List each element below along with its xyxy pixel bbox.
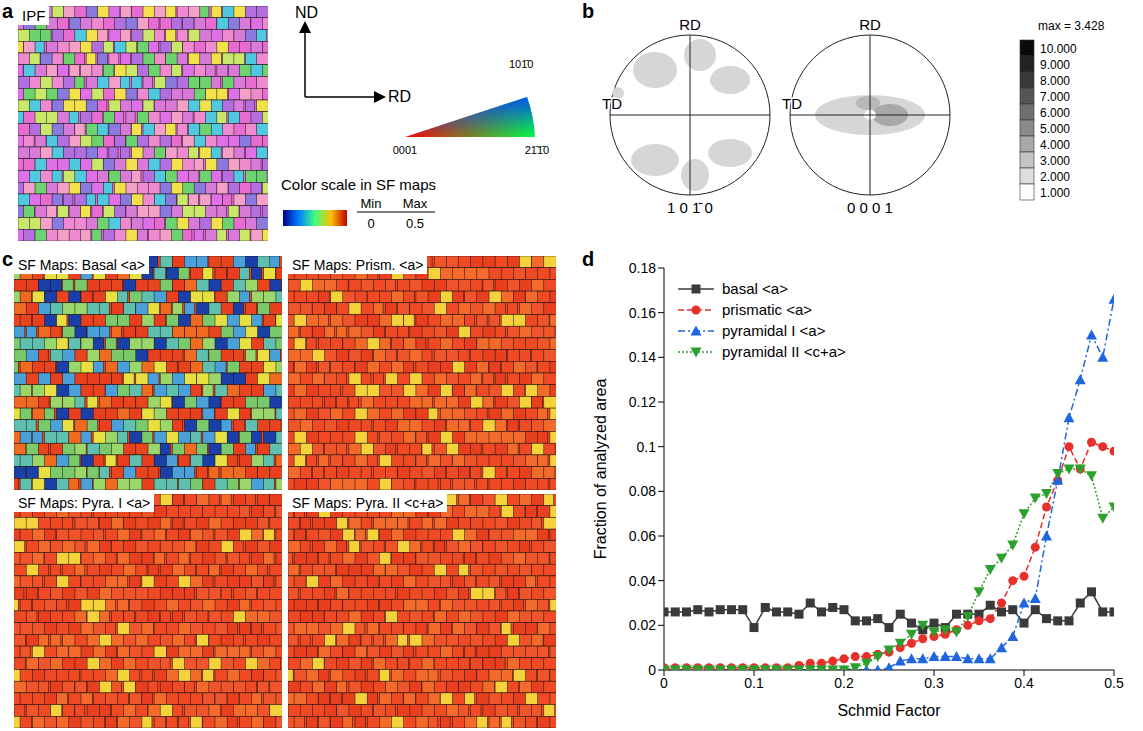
svg-text:1.000: 1.000 [1040, 186, 1070, 200]
svg-text:Color scale in SF maps: Color scale in SF maps [281, 176, 436, 193]
svg-text:RD: RD [388, 88, 411, 105]
svg-text:0: 0 [367, 216, 374, 231]
svg-text:0 0 0 1: 0 0 0 1 [847, 199, 893, 216]
svg-text:7.000: 7.000 [1040, 90, 1070, 104]
svg-text:6.000: 6.000 [1040, 106, 1070, 120]
svg-text:4.000: 4.000 [1040, 138, 1070, 152]
svg-text:Min: Min [361, 196, 382, 211]
svg-text:TD: TD [782, 95, 802, 112]
svg-text:10.000: 10.000 [1040, 42, 1077, 56]
html-text:SF Maps: Pyra. I <a>: SF Maps: Pyra. I <a> [18, 495, 151, 511]
svg-text:0.02: 0.02 [629, 617, 656, 633]
svg-text:0.4: 0.4 [1014, 675, 1034, 691]
svg-text:0.06: 0.06 [629, 528, 656, 544]
svg-text:0001: 0001 [393, 144, 417, 156]
svg-text:0: 0 [660, 675, 668, 691]
svg-text:0.1: 0.1 [744, 675, 764, 691]
html-text:pyramidal I <a>: pyramidal I <a> [722, 322, 826, 339]
svg-text:2.000: 2.000 [1040, 170, 1070, 184]
svg-text:0.12: 0.12 [629, 394, 656, 410]
svg-text:0.2: 0.2 [834, 675, 854, 691]
html-text:IPF: IPF [22, 7, 46, 24]
html-text:basal <a>: basal <a> [722, 280, 788, 297]
svg-text:0.18: 0.18 [629, 260, 656, 276]
svg-text:max = 3.428: max = 3.428 [1038, 19, 1105, 33]
svg-text:TD: TD [602, 95, 622, 112]
svg-text:1 0 1̄ 0: 1 0 1̄ 0 [667, 199, 713, 216]
svg-text:3.000: 3.000 [1040, 154, 1070, 168]
svg-text:9.000: 9.000 [1040, 58, 1070, 72]
svg-text:RD: RD [679, 16, 701, 33]
svg-text:8.000: 8.000 [1040, 74, 1070, 88]
svg-text:Max: Max [403, 196, 428, 211]
html-text:c SF Maps: Basal <a>: c SF Maps: Basal <a> [2, 248, 145, 273]
svg-text:0.16: 0.16 [629, 305, 656, 321]
svg-text:0.1: 0.1 [637, 439, 657, 455]
html-text:d: d [582, 248, 595, 270]
html-text:prismatic <a>: prismatic <a> [722, 301, 812, 318]
svg-text:0.14: 0.14 [629, 349, 656, 365]
svg-text:0.5: 0.5 [1104, 675, 1124, 691]
html-text:b: b [582, 0, 595, 22]
svg-text:5.000: 5.000 [1040, 122, 1070, 136]
html-text:a: a [2, 0, 14, 22]
svg-text:0.04: 0.04 [629, 573, 656, 589]
svg-text:RD: RD [859, 16, 881, 33]
html-text:pyramidal II <c+a>: pyramidal II <c+a> [722, 343, 846, 360]
svg-text:0.5: 0.5 [406, 216, 424, 231]
svg-text:101̄0: 101̄0 [509, 58, 533, 70]
svg-text:21̄1̄0: 21̄1̄0 [525, 144, 549, 156]
html-text:SF Maps: Prism. <a>: SF Maps: Prism. <a> [292, 257, 424, 273]
svg-text:ND: ND [295, 4, 318, 21]
svg-text:0.08: 0.08 [629, 483, 656, 499]
svg-text:0.3: 0.3 [924, 675, 944, 691]
svg-text:Schmid Factor: Schmid Factor [837, 702, 941, 719]
html-text:SF Maps: Pyra. II <c+a>: SF Maps: Pyra. II <c+a> [292, 495, 444, 511]
svg-text:Fraction of analyzed area: Fraction of analyzed area [592, 379, 609, 560]
svg-text:0: 0 [648, 662, 656, 678]
